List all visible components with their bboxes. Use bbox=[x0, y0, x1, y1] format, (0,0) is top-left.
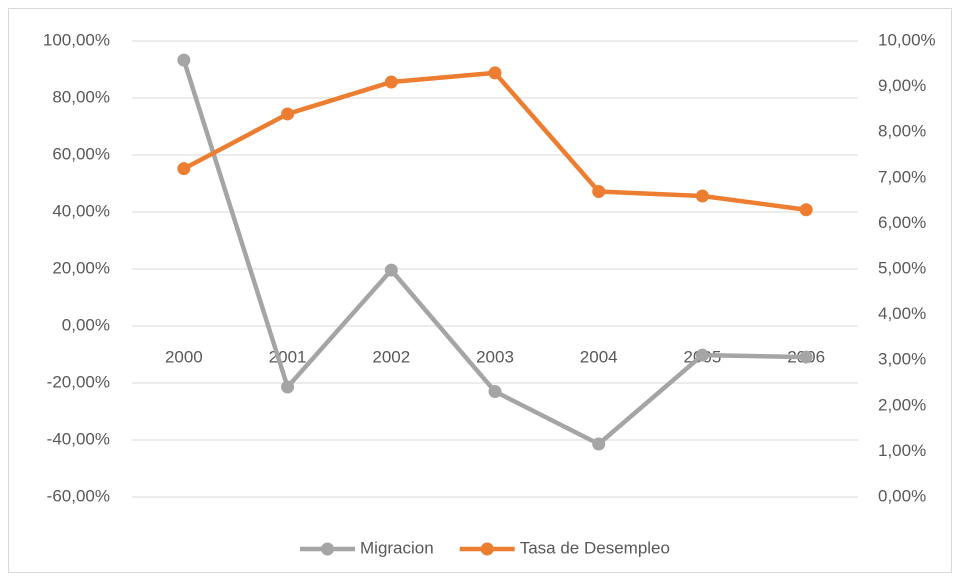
point bbox=[281, 107, 295, 121]
y-tick-label: 40,00% bbox=[52, 201, 110, 220]
y2-tick-label: 0,00% bbox=[878, 486, 926, 505]
y2-tick-label: 5,00% bbox=[878, 258, 926, 277]
point bbox=[592, 437, 606, 451]
y2-tick-label: 7,00% bbox=[878, 167, 926, 186]
y2-tick-label: 9,00% bbox=[878, 76, 926, 95]
y2-tick-label: 6,00% bbox=[878, 213, 926, 232]
point bbox=[799, 350, 813, 364]
y2-tick-label: 3,00% bbox=[878, 350, 926, 369]
y-tick-label: 60,00% bbox=[52, 144, 110, 163]
point bbox=[384, 263, 398, 277]
legend-marker bbox=[321, 542, 334, 556]
y2-tick-label: 2,00% bbox=[878, 395, 926, 414]
point bbox=[488, 385, 502, 399]
legend-label: Tasa de Desempleo bbox=[520, 538, 670, 557]
y2-tick-label: 10,00% bbox=[878, 30, 936, 49]
y-tick-label: 100,00% bbox=[43, 30, 110, 49]
y2-tick-label: 4,00% bbox=[878, 304, 926, 323]
y-tick-label: 80,00% bbox=[52, 87, 110, 106]
point bbox=[384, 75, 398, 89]
y-tick-label: -60,00% bbox=[47, 486, 110, 505]
chart-frame bbox=[8, 8, 952, 573]
point bbox=[488, 66, 502, 80]
point bbox=[799, 203, 813, 217]
point bbox=[281, 380, 295, 394]
x-tick-label: 2002 bbox=[372, 347, 410, 366]
y-tick-label: 0,00% bbox=[62, 315, 110, 334]
y2-tick-label: 1,00% bbox=[878, 441, 926, 460]
x-tick-label: 2004 bbox=[580, 347, 618, 366]
point bbox=[177, 162, 191, 176]
x-tick-label: 2000 bbox=[165, 347, 203, 366]
x-tick-label: 2003 bbox=[476, 347, 514, 366]
point bbox=[695, 189, 709, 203]
y-tick-label: -20,00% bbox=[47, 372, 110, 391]
point bbox=[177, 53, 191, 67]
legend-marker bbox=[480, 542, 494, 556]
y-tick-label: -40,00% bbox=[47, 429, 110, 448]
legend-label: Migracion bbox=[360, 538, 434, 557]
point bbox=[592, 184, 606, 198]
point bbox=[695, 348, 709, 362]
y-tick-label: 20,00% bbox=[52, 258, 110, 277]
y2-tick-label: 8,00% bbox=[878, 122, 926, 141]
